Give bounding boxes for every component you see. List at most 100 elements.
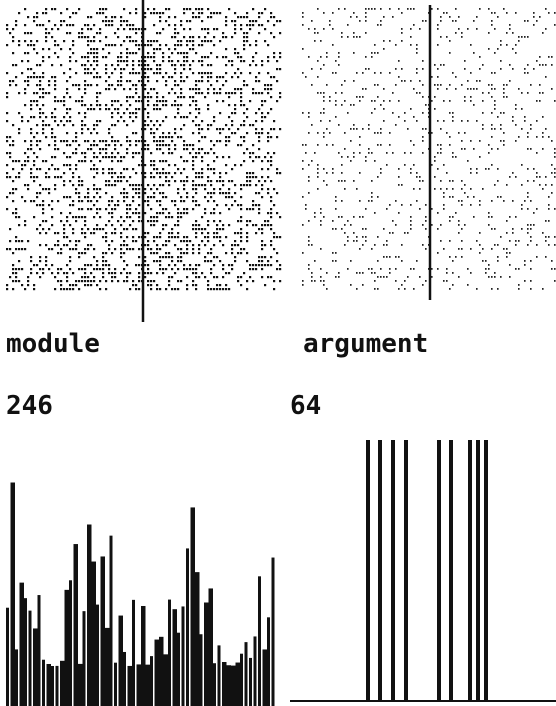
raster-dot <box>126 52 128 54</box>
raster-dot <box>186 284 188 286</box>
raster-dot <box>524 116 526 118</box>
raster-dot <box>171 236 173 238</box>
raster-dot <box>509 64 511 66</box>
raster-dot <box>87 188 89 190</box>
raster-dot <box>132 120 134 122</box>
raster-dot <box>33 284 35 286</box>
raster-dot <box>392 232 394 234</box>
raster-dot <box>165 100 167 102</box>
raster-dot <box>476 88 478 90</box>
raster-dot <box>15 236 17 238</box>
raster-dot <box>117 220 119 222</box>
raster-dot <box>470 96 472 98</box>
raster-dot <box>452 152 454 154</box>
raster-dot <box>174 116 176 118</box>
raster-dot <box>39 88 41 90</box>
raster-dot <box>554 172 556 174</box>
raster-dot <box>123 176 125 178</box>
raster-dot <box>123 220 125 222</box>
raster-dot <box>87 72 89 74</box>
raster-dot <box>515 124 517 126</box>
raster-dot <box>207 152 209 154</box>
raster-dot <box>341 84 343 86</box>
raster-dot <box>147 244 149 246</box>
raster-dot <box>249 20 251 22</box>
raster-dot <box>120 144 122 146</box>
raster-dot <box>54 244 56 246</box>
raster-dot <box>87 140 89 142</box>
raster-dot <box>162 212 164 214</box>
raster-dot <box>222 180 224 182</box>
raster-dot <box>222 288 224 290</box>
raster-dot <box>527 136 529 138</box>
raster-dot <box>240 236 242 238</box>
raster-dot <box>144 88 146 90</box>
raster-dot <box>96 132 98 134</box>
raster-dot <box>132 200 134 202</box>
raster-dot <box>341 156 343 158</box>
raster-dot <box>518 88 520 90</box>
raster-dot <box>506 32 508 34</box>
raster-dot <box>114 44 116 46</box>
raster-dot <box>144 64 146 66</box>
raster-dot <box>473 104 475 106</box>
bar <box>38 595 41 706</box>
raster-dot <box>21 120 23 122</box>
raster-dot <box>425 248 427 250</box>
raster-dot <box>150 152 152 154</box>
raster-dot <box>494 12 496 14</box>
raster-dot <box>353 80 355 82</box>
raster-dot <box>437 152 439 154</box>
raster-dot <box>63 184 65 186</box>
raster-dot <box>36 168 38 170</box>
raster-dot <box>368 152 370 154</box>
raster-dot <box>153 236 155 238</box>
raster-dot <box>87 16 89 18</box>
raster-dot <box>443 248 445 250</box>
raster-dot <box>252 124 254 126</box>
raster-dot <box>231 120 233 122</box>
raster-dot <box>216 236 218 238</box>
raster-dot <box>123 28 125 30</box>
raster-dot <box>69 156 71 158</box>
raster-dot <box>261 260 263 262</box>
raster-dot <box>201 12 203 14</box>
raster-dot <box>147 268 149 270</box>
raster-dot <box>117 204 119 206</box>
raster-dot <box>150 56 152 58</box>
raster-dot <box>69 56 71 58</box>
raster-dot <box>33 216 35 218</box>
raster-dot <box>153 108 155 110</box>
raster-dot <box>554 100 556 102</box>
raster-dot <box>123 88 125 90</box>
raster-dot <box>90 280 92 282</box>
raster-dot <box>45 176 47 178</box>
raster-dot <box>347 240 349 242</box>
raster-dot <box>207 108 209 110</box>
raster-dot <box>332 44 334 46</box>
raster-dot <box>255 224 257 226</box>
raster-dot <box>120 76 122 78</box>
raster-dot <box>515 12 517 14</box>
raster-dot <box>36 92 38 94</box>
raster-dot <box>102 12 104 14</box>
raster-dot <box>452 112 454 114</box>
raster-dot <box>243 84 245 86</box>
raster-dot <box>267 140 269 142</box>
raster-dot <box>407 232 409 234</box>
raster-dot <box>147 104 149 106</box>
raster-dot <box>36 100 38 102</box>
raster-dot <box>171 152 173 154</box>
raster-dot <box>470 44 472 46</box>
raster-dot <box>45 28 47 30</box>
raster-dot <box>243 40 245 42</box>
raster-dot <box>243 44 245 46</box>
raster-dot <box>458 248 460 250</box>
raster-dot <box>380 20 382 22</box>
raster-dot <box>30 132 32 134</box>
raster-dot <box>48 204 50 206</box>
raster-dot <box>105 140 107 142</box>
raster-dot <box>120 16 122 18</box>
raster-dot <box>84 264 86 266</box>
raster-dot <box>422 20 424 22</box>
